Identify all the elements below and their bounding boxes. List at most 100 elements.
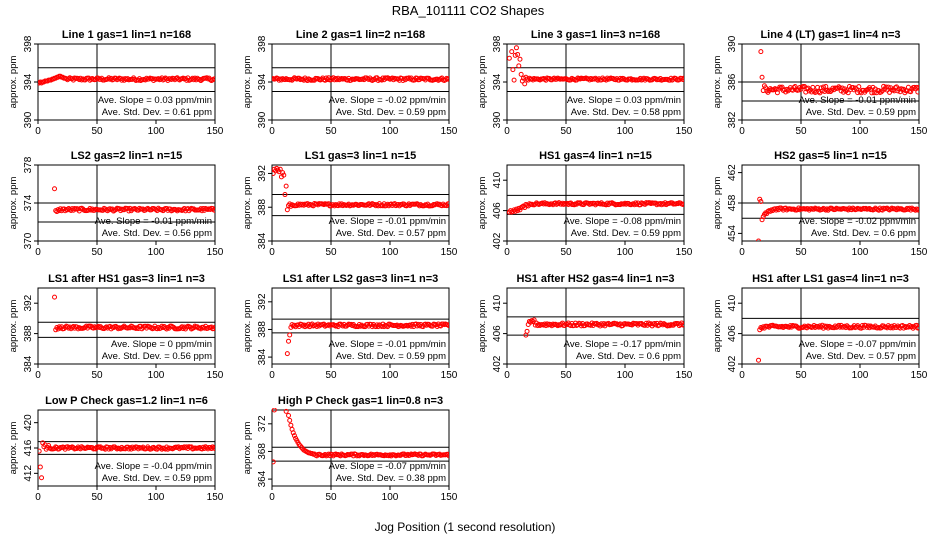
x-tick-label: 0 (269, 126, 275, 137)
y-axis-label: approx. ppm (8, 422, 19, 475)
data-point (679, 76, 684, 82)
data-point (446, 201, 449, 207)
x-tick-label: 0 (35, 492, 41, 503)
x-tick-label: 100 (148, 247, 165, 258)
data-point (759, 217, 765, 223)
data-point (822, 323, 828, 329)
y-tick-label: 390 (492, 111, 503, 128)
x-tick-label: 0 (504, 126, 510, 137)
panel-title: LS1 after HS1 gas=3 lin=1 n=3 (48, 273, 205, 285)
data-point (507, 55, 512, 61)
panel-3: Line 3 gas=1 lin=3 n=168 0 50 100 150 390 394 3… (477, 29, 693, 137)
slope-annotation: Ave. Slope = 0.03 ppm/min (567, 95, 681, 106)
panel-5: LS2 gas=2 lin=1 n=15 0 50 100 150 370 374 378 ap… (8, 150, 224, 258)
x-tick-label: 0 (739, 247, 745, 258)
figure-title: RBA_101111 CO2 Shapes (392, 3, 545, 18)
data-point (194, 75, 200, 81)
x-tick-label: 0 (504, 370, 510, 381)
x-tick-label: 100 (382, 126, 399, 137)
y-tick-label: 412 (23, 465, 34, 482)
data-point (885, 84, 891, 90)
data-point (272, 408, 277, 413)
x-tick-label: 100 (148, 370, 165, 381)
panel-title: LS1 gas=3 lin=1 n=15 (305, 150, 417, 162)
y-tick-label: 384 (23, 355, 34, 372)
data-point (406, 75, 412, 81)
stddev-annotation: Ave. Std. Dev. = 0.59 ppm (806, 107, 916, 118)
data-point (513, 45, 519, 51)
y-tick-label: 388 (23, 325, 34, 342)
x-tick-label: 100 (852, 247, 869, 258)
data-point (46, 442, 52, 448)
stddev-annotation: Ave. Std. Dev. = 0.57 ppm (806, 351, 916, 362)
panel-2: Line 2 gas=1 lin=2 n=168 0 50 100 150 390 394 3… (242, 29, 458, 137)
y-tick-label: 384 (257, 348, 268, 365)
data-point (796, 87, 802, 93)
y-tick-label: 406 (492, 202, 503, 219)
y-tick-label: 392 (257, 165, 268, 182)
data-point (272, 459, 276, 465)
slope-annotation: Ave. Slope = 0.03 ppm/min (98, 95, 212, 106)
x-tick-label: 0 (35, 247, 41, 258)
data-point (446, 323, 449, 329)
x-tick-label: 100 (382, 370, 399, 381)
slope-annotation: Ave. Slope = -0.07 ppm/min (329, 461, 446, 472)
data-points (272, 408, 449, 465)
plot-frame (271, 409, 450, 487)
x-tick-label: 50 (560, 247, 572, 258)
y-axis-label: approx. ppm (477, 177, 488, 230)
x-tick-label: 100 (852, 370, 869, 381)
y-tick-label: 394 (257, 73, 268, 90)
stddev-annotation: Ave. Std. Dev. = 0.38 ppm (336, 473, 446, 484)
y-tick-label: 416 (23, 439, 34, 456)
panel-12: HS1 after LS1 gas=4 lin=1 n=3 0 50 100 150 40… (712, 273, 928, 381)
panel-13: Low P Check gas=1.2 lin=1 n=6 0 50 100 150 41… (8, 395, 224, 503)
y-axis-label: approx. ppm (477, 300, 488, 353)
data-point (446, 76, 449, 82)
data-point (280, 170, 286, 176)
data-point (373, 203, 379, 209)
data-point (512, 52, 518, 58)
data-point (806, 88, 812, 94)
y-tick-label: 402 (492, 232, 503, 249)
stddev-annotation: Ave. Std. Dev. = 0.57 ppm (336, 228, 446, 239)
data-point (39, 475, 45, 481)
x-tick-label: 150 (441, 126, 458, 137)
x-tick-label: 50 (91, 370, 103, 381)
y-axis-label: approx. ppm (712, 56, 723, 109)
data-points (52, 294, 215, 333)
data-point (845, 90, 851, 96)
panel-title: LS1 after LS2 gas=3 lin=1 n=3 (283, 273, 439, 285)
x-tick-label: 50 (795, 126, 807, 137)
x-tick-label: 50 (325, 370, 337, 381)
data-point (62, 208, 68, 214)
data-points (38, 73, 215, 86)
panel-6: LS1 gas=3 lin=1 n=15 0 50 100 150 384 388 392 ap… (242, 150, 458, 258)
x-tick-label: 50 (560, 126, 572, 137)
stddev-annotation: Ave. Std. Dev. = 0.59 ppm (336, 107, 446, 118)
panel-title: Line 3 gas=1 lin=3 n=168 (531, 29, 660, 41)
y-tick-label: 462 (727, 164, 738, 181)
panel-11: HS1 after HS2 gas=4 lin=1 n=3 0 50 100 150 40… (477, 273, 693, 381)
data-point (820, 84, 826, 90)
y-tick-label: 410 (492, 171, 503, 188)
x-tick-label: 50 (795, 247, 807, 258)
data-point (287, 417, 293, 423)
data-point (869, 90, 875, 96)
panel-title: HS1 after HS2 gas=4 lin=1 n=3 (516, 273, 674, 285)
slope-annotation: Ave. Slope = -0.02 ppm/min (799, 216, 916, 227)
y-tick-label: 372 (257, 415, 268, 432)
x-tick-label: 100 (617, 247, 634, 258)
data-point (878, 89, 884, 95)
slope-annotation: Ave. Slope = -0.08 ppm/min (564, 216, 681, 227)
panel-title: Line 1 gas=1 lin=1 n=168 (62, 29, 191, 41)
slope-annotation: Ave. Slope = -0.01 ppm/min (799, 95, 916, 106)
panel-8: HS2 gas=5 lin=1 n=15 0 50 100 150 454 458 462 ap… (712, 150, 928, 258)
x-tick-label: 0 (739, 126, 745, 137)
stddev-annotation: Ave. Std. Dev. = 0.56 ppm (102, 351, 212, 362)
x-tick-label: 50 (91, 247, 103, 258)
data-point (283, 408, 289, 414)
data-point (287, 332, 293, 338)
data-points (756, 322, 919, 363)
panel-14: High P Check gas=1 lin=0.8 n=3 0 50 100 150 3… (242, 395, 458, 503)
